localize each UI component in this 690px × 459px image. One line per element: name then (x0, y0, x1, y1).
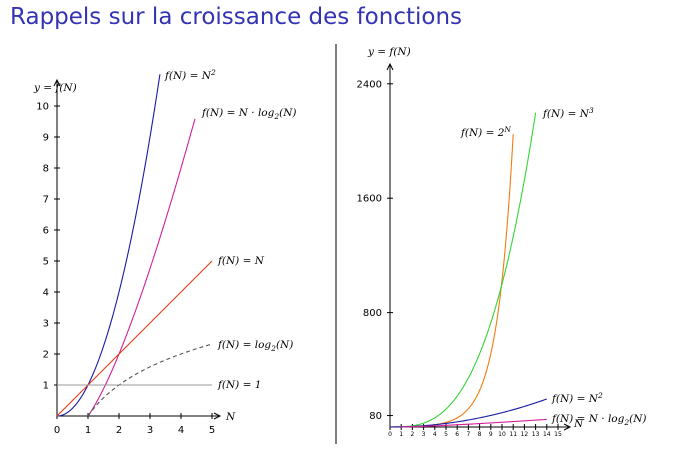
series-line-nlog (401, 418, 547, 428)
x-tick-label: 5 (209, 425, 215, 436)
x-tick-label: 3 (147, 425, 153, 436)
y-tick-label: 2 (43, 350, 49, 361)
x-tick-label: 6 (455, 431, 459, 438)
x-tick-label: 14 (543, 431, 551, 438)
x-tick-label: 7 (466, 431, 470, 438)
series-label-lin: f(N) = N (217, 255, 265, 267)
series-label-sq: f(N) = N2 (164, 68, 216, 82)
y-axis-title: y = f(N) (367, 46, 411, 58)
x-axis-arrow (213, 412, 222, 420)
series-line-cube (390, 112, 537, 428)
series-line-sq (390, 398, 547, 428)
y-tick-label: 6 (43, 226, 49, 237)
y-tick-label: 5 (43, 257, 49, 268)
x-tick-label: 1 (85, 425, 91, 436)
series-label-nlog: f(N) = N · log2(N) (551, 413, 647, 427)
series-line-exp (389, 134, 514, 428)
slide-title: Rappels sur la croissance des fonctions (10, 4, 463, 30)
x-tick-label: 10 (498, 431, 506, 438)
y-tick-label: 1600 (357, 194, 382, 205)
x-axis-title: N (225, 411, 236, 423)
y-axis-arrow (386, 62, 394, 71)
series-line-sq (56, 74, 161, 417)
series-line-log (87, 343, 213, 417)
x-tick-label: 4 (433, 431, 437, 438)
x-tick-label: 4 (178, 425, 184, 436)
y-tick-label: 9 (43, 133, 49, 144)
x-tick-label: 0 (388, 431, 392, 438)
series-label-one: f(N) = 1 (217, 379, 261, 391)
series-line-nlog (87, 118, 196, 417)
y-tick-label: 2400 (357, 79, 382, 90)
series-label-nlog: f(N) = N · log2(N) (201, 107, 297, 121)
series-label-log: f(N) = log2(N) (217, 339, 293, 353)
x-axis-arrow (563, 423, 572, 431)
series-label-cube: f(N) = N3 (542, 106, 594, 120)
x-tick-label: 2 (116, 425, 122, 436)
x-tick-label: 12 (521, 431, 529, 438)
series-label-exp: f(N) = 2N (460, 125, 511, 139)
y-tick-label: 8 (43, 164, 49, 175)
series-label-sq: f(N) = N2 (551, 391, 603, 405)
x-tick-label: 13 (532, 431, 540, 438)
x-tick-label: 9 (489, 431, 493, 438)
x-axis-title: N (573, 418, 584, 430)
y-tick-label: 800 (363, 308, 382, 319)
x-tick-label: 15 (554, 431, 562, 438)
x-tick-label: 2 (410, 431, 414, 438)
x-tick-label: 0 (54, 425, 60, 436)
y-tick-label: 1 (43, 381, 49, 392)
x-tick-label: 11 (509, 431, 517, 438)
x-tick-label: 1 (399, 431, 403, 438)
y-tick-label: 80 (369, 411, 382, 422)
y-tick-label: 4 (43, 288, 49, 299)
x-tick-label: 5 (444, 431, 448, 438)
x-tick-label: 8 (478, 431, 482, 438)
y-axis-arrow (53, 78, 61, 87)
y-tick-label: 7 (43, 195, 49, 206)
series-line-lin (56, 260, 213, 417)
y-tick-label: 3 (43, 319, 49, 330)
x-tick-label: 3 (422, 431, 426, 438)
y-axis-title: y = f(N) (33, 82, 77, 94)
y-tick-label: 10 (36, 102, 49, 113)
